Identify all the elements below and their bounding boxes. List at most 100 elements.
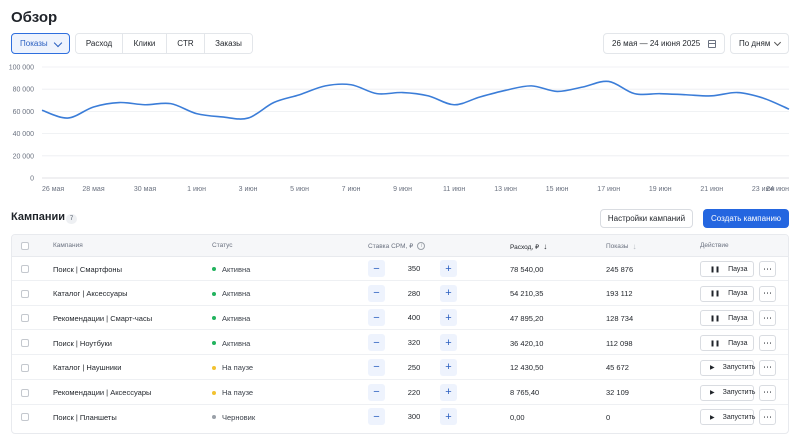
bid-input[interactable]: 280 (407, 288, 421, 298)
table-row[interactable]: Рекомендации | Аксессуары На паузе − 220 +8 … (12, 381, 788, 405)
data-point[interactable] (142, 102, 148, 108)
data-point[interactable] (657, 91, 663, 97)
minus-icon[interactable]: − (368, 309, 385, 327)
pause-button[interactable]: ❚❚ Пауза (700, 285, 754, 302)
minus-icon[interactable]: − (368, 284, 385, 302)
row-checkbox[interactable] (21, 306, 29, 330)
header-spend[interactable]: Расход, ₽ ↓ (510, 242, 547, 251)
bid-input[interactable]: 400 (407, 313, 421, 323)
table-row[interactable]: Поиск | Смартфоны Активна − 350 +78 540,00 24… (12, 257, 788, 281)
bid-input[interactable]: 320 (407, 338, 421, 348)
data-point[interactable] (116, 100, 122, 106)
data-point[interactable] (786, 106, 792, 112)
plus-icon[interactable]: + (440, 334, 457, 352)
data-point[interactable] (219, 114, 225, 120)
more-options-icon[interactable]: ⋯ (759, 310, 776, 327)
more-options-icon[interactable]: ⋯ (759, 335, 776, 352)
metric-select[interactable]: Показы (11, 33, 70, 54)
table-row[interactable]: Поиск | Планшеты Черновик − 300 +0,00 0 ▶ Запус… (12, 405, 788, 429)
start-button[interactable]: ▶ Запустить (700, 384, 755, 401)
data-point[interactable] (760, 95, 766, 101)
bid-input[interactable]: 220 (407, 387, 421, 397)
row-checkbox[interactable] (21, 381, 29, 405)
plus-icon[interactable]: + (440, 260, 457, 277)
minus-icon[interactable]: − (368, 358, 385, 376)
plus-icon[interactable]: + (440, 358, 457, 376)
data-point[interactable] (348, 82, 354, 88)
plus-icon[interactable]: + (440, 284, 457, 302)
plus-icon[interactable]: + (440, 408, 457, 426)
row-checkbox[interactable] (21, 405, 29, 429)
bid-input[interactable]: 350 (407, 264, 421, 273)
header-status[interactable]: Статус (212, 242, 233, 249)
grouping-select[interactable]: По дням (730, 33, 789, 54)
data-point[interactable] (477, 94, 483, 100)
more-options-icon[interactable]: ⋯ (759, 359, 776, 376)
data-point[interactable] (554, 88, 560, 94)
data-point[interactable] (400, 90, 406, 96)
header-bid[interactable]: Ставка CPM, ₽ i (368, 242, 426, 250)
row-checkbox[interactable] (21, 331, 29, 355)
plus-icon[interactable]: + (440, 309, 457, 327)
campaign-name[interactable]: Поиск | Планшеты (53, 412, 117, 422)
campaign-name[interactable]: Поиск | Ноутбуки (53, 338, 112, 348)
data-point[interactable] (245, 115, 251, 121)
data-point[interactable] (580, 84, 586, 90)
plus-icon[interactable]: + (440, 383, 457, 401)
data-point[interactable] (528, 83, 534, 89)
tab-spend[interactable]: Расход (76, 34, 123, 53)
campaign-settings-button[interactable]: Настройки кампаний (600, 209, 693, 228)
more-options-icon[interactable]: ⋯ (759, 261, 776, 277)
start-button[interactable]: ▶ Запустить (700, 409, 755, 426)
bid-input[interactable]: 300 (407, 412, 421, 422)
table-row[interactable]: Каталог | Наушники На паузе − 250 +12 430,50… (12, 356, 788, 380)
pause-button[interactable]: ❚❚ Пауза (700, 310, 754, 327)
start-button[interactable]: ▶ Запустить (700, 359, 755, 376)
data-point[interactable] (683, 92, 689, 98)
header-campaign[interactable]: Кампания (53, 242, 83, 249)
row-checkbox[interactable] (21, 257, 29, 281)
tab-clicks[interactable]: Клики (123, 34, 167, 53)
minus-icon[interactable]: − (368, 260, 385, 277)
table-row[interactable]: Поиск | Ноутбуки Активна − 320 +36 420,10 112… (12, 331, 788, 356)
header-impressions[interactable]: Показы ↓ (606, 242, 636, 251)
tab-orders[interactable]: Заказы (205, 34, 252, 53)
data-point[interactable] (194, 111, 200, 117)
campaign-name[interactable]: Каталог | Наушники (53, 363, 122, 373)
table-row[interactable]: Рекомендации | Смарт-часы Активна − 400 +47 … (12, 306, 788, 331)
data-point[interactable] (374, 91, 380, 97)
data-point[interactable] (168, 101, 174, 107)
row-checkbox[interactable] (21, 282, 29, 306)
data-point[interactable] (322, 83, 328, 89)
data-point[interactable] (271, 100, 277, 106)
data-point[interactable] (606, 78, 612, 84)
data-point[interactable] (631, 91, 637, 97)
more-options-icon[interactable]: ⋯ (759, 384, 776, 401)
bid-input[interactable]: 250 (407, 362, 421, 372)
data-point[interactable] (39, 107, 45, 113)
data-point[interactable] (709, 93, 715, 99)
minus-icon[interactable]: − (368, 383, 385, 401)
data-point[interactable] (297, 92, 303, 98)
campaign-name[interactable]: Каталог | Аксессуары (53, 289, 128, 299)
minus-icon[interactable]: − (368, 408, 385, 426)
campaign-name[interactable]: Рекомендации | Аксессуары (53, 388, 152, 397)
data-point[interactable] (734, 90, 740, 96)
more-options-icon[interactable]: ⋯ (759, 409, 776, 426)
minus-icon[interactable]: − (368, 334, 385, 352)
pause-button[interactable]: ❚❚ Пауза (700, 335, 754, 352)
pause-button[interactable]: ❚❚ Пауза (700, 261, 754, 277)
date-range-picker[interactable]: 26 мая — 24 июня 2025 (603, 33, 725, 54)
data-point[interactable] (91, 104, 97, 110)
more-options-icon[interactable]: ⋯ (759, 285, 776, 302)
tab-ctr[interactable]: CTR (167, 34, 205, 53)
campaign-name[interactable]: Поиск | Смартфоны (53, 264, 122, 274)
table-row[interactable]: Каталог | Аксессуары Активна − 280 +54 210,3… (12, 282, 788, 306)
data-point[interactable] (65, 115, 71, 121)
create-campaign-button[interactable]: Создать кампанию (703, 209, 789, 228)
row-checkbox[interactable] (21, 356, 29, 380)
data-point[interactable] (503, 87, 509, 93)
select-all-checkbox[interactable] (21, 242, 29, 250)
data-point[interactable] (425, 93, 431, 99)
campaign-name[interactable]: Рекомендации | Смарт-часы (53, 313, 153, 323)
